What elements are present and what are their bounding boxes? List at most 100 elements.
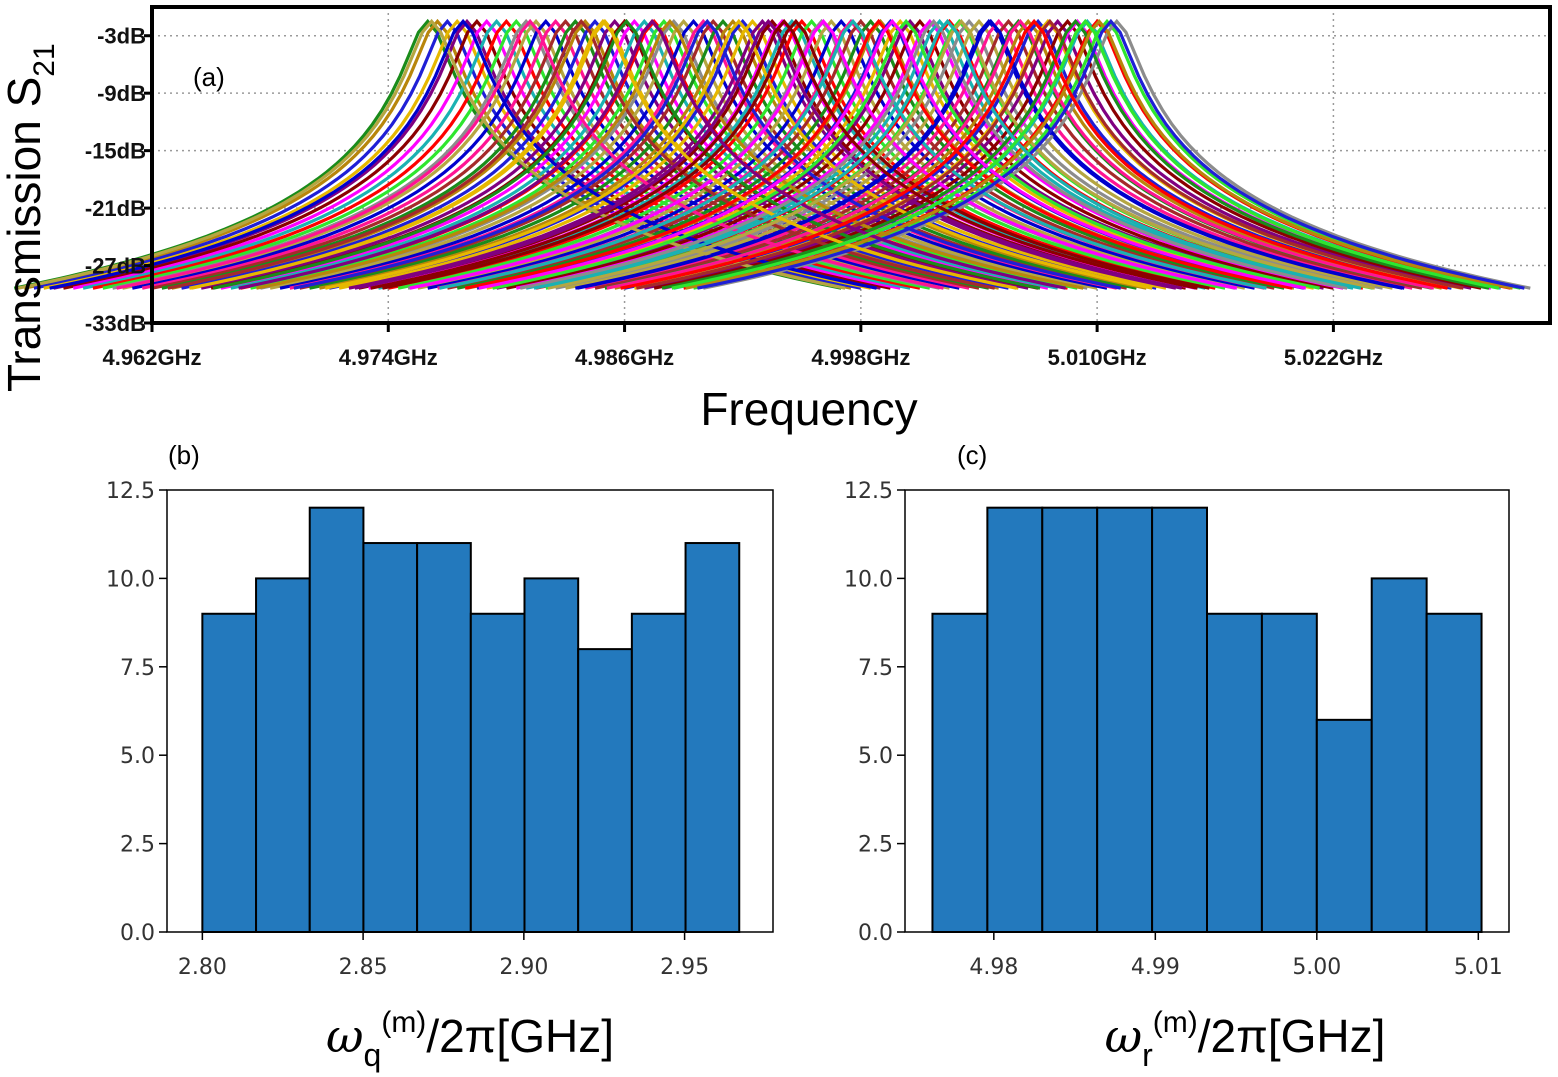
resonance-curve [238, 18, 1066, 290]
histogram-bar [469, 612, 526, 933]
resonance-curve [167, 18, 996, 290]
panel-label-c: (c) [957, 440, 987, 470]
y-tick-label: 2.5 [120, 833, 155, 858]
resonance-curve [161, 18, 990, 290]
y-tick-label: -21dB [85, 196, 146, 221]
resonance-curve [447, 18, 1275, 290]
x-tick-label: 5.01 [1454, 955, 1503, 980]
y-axis-ticks: -3dB -9dB -15dB -21dB -27dB -33dB [85, 24, 152, 336]
omega-symbol: ω [1105, 1009, 1143, 1063]
resonance-curves [13, 18, 1531, 290]
y-axis-label-main: Transmission S [0, 77, 50, 392]
y-tick-label: 0.0 [858, 921, 893, 946]
histogram-bar [630, 612, 687, 933]
resonance-curve [324, 18, 1153, 290]
histogram-bar [362, 542, 419, 933]
resonance-curve [456, 18, 1285, 290]
resonance-curve [348, 18, 1177, 290]
resonance-curve [525, 18, 1354, 290]
resonance-curve [417, 18, 1246, 290]
y-axis-label: Transmission S21 [0, 43, 61, 392]
resonance-curve [506, 18, 1334, 290]
resonance-curve [319, 18, 1147, 290]
resonance-curve [643, 18, 1472, 290]
resonance-curve [620, 18, 1448, 290]
plot-frame [166, 489, 774, 933]
resonance-curve [200, 18, 1029, 290]
histogram-bar [416, 542, 472, 933]
resonance-curve [427, 18, 1255, 290]
resonance-curve [17, 18, 846, 290]
resonance-curve [299, 18, 1128, 290]
omega-symbol: ω [326, 1009, 364, 1063]
histogram-bar [931, 612, 989, 933]
y-tick-label: 0.0 [120, 921, 155, 946]
resonance-curve [382, 18, 1210, 290]
resonance-curve [230, 18, 1059, 290]
resonance-curve [397, 18, 1226, 290]
resonance-curve [547, 18, 1376, 290]
panel-label-b: (b) [168, 440, 200, 470]
resonance-curve [409, 18, 1238, 290]
y-axis-ticks: 0.0 2.5 5.0 7.5 10.0 12.5 [106, 479, 167, 946]
x-tick-label: 5.00 [1292, 955, 1341, 980]
panel-label-a: (a) [193, 62, 225, 92]
histogram-bar [1151, 506, 1209, 933]
plot-frame [904, 489, 1510, 933]
histogram-bar [1425, 612, 1483, 933]
resonance-curve [697, 18, 1525, 290]
x-label-subscript: r [1142, 1037, 1153, 1073]
resonance-curve [492, 18, 1320, 290]
resonance-curve [555, 18, 1383, 290]
resonance-curve [685, 18, 1513, 290]
y-tick-label: 5.0 [120, 744, 155, 769]
histogram-bar [684, 542, 741, 933]
resonance-curve [49, 18, 877, 290]
x-tick-label: 4.962GHz [102, 345, 201, 370]
resonance-curve [478, 18, 1307, 290]
resonance-curve [702, 18, 1531, 290]
histogram-bar [523, 577, 580, 934]
resonance-curve [189, 18, 1017, 290]
y-tick-label: 10.0 [844, 567, 893, 592]
histogram-bar [577, 648, 633, 933]
x-axis-ticks: 2.80 2.85 2.90 2.95 [178, 932, 709, 980]
x-tick-label: 2.80 [178, 955, 227, 980]
resonance-curve [387, 18, 1216, 290]
y-tick-label: 12.5 [844, 479, 893, 504]
y-tick-label: 12.5 [106, 479, 155, 504]
y-tick-label: 2.5 [858, 833, 893, 858]
histogram-bars [931, 506, 1483, 934]
x-label-tail: /2π[GHz] [426, 1010, 614, 1062]
histogram-bar [1041, 506, 1099, 933]
x-tick-label: 4.99 [1131, 955, 1180, 980]
resonance-curve [212, 18, 1041, 290]
histogram-bar [308, 506, 365, 933]
y-tick-label: -33dB [85, 311, 146, 336]
histogram-bar [201, 612, 258, 933]
resonance-curve [671, 18, 1500, 290]
x-axis-label: Frequency [700, 383, 917, 435]
x-axis-label: ωr(m)/2π[GHz] [1105, 1006, 1386, 1073]
transmission-spectrum-panel: -3dB-9dB-15dB-21dB-27dB-33dB 4.962GHz 4.9… [0, 5, 1552, 435]
x-tick-label: 4.98 [969, 955, 1018, 980]
plot-frame [150, 5, 1552, 325]
resonance-curve [256, 18, 1084, 290]
y-tick-label: 7.5 [858, 656, 893, 681]
resonance-curve [614, 18, 1443, 290]
y-tick-label: 5.0 [858, 744, 893, 769]
resonance-curve [576, 18, 1405, 290]
histogram-bar [1260, 612, 1318, 933]
resonance-curve [464, 18, 1293, 290]
x-axis-ticks: 4.962GHz 4.974GHz 4.986GHz 4.998GHz 5.010GHz… [102, 323, 1383, 370]
x-axis-label: ωq(m)/2π[GHz] [326, 1006, 614, 1073]
x-tick-label: 4.986GHz [575, 345, 674, 370]
x-label-superscript: (m) [381, 1006, 426, 1039]
x-tick-label: 2.85 [339, 955, 388, 980]
resonance-curve [661, 18, 1490, 290]
x-tick-label: 2.90 [499, 955, 548, 980]
resonance-curve [606, 18, 1435, 290]
y-tick-label: 10.0 [106, 567, 155, 592]
resonance-curve [584, 18, 1413, 290]
